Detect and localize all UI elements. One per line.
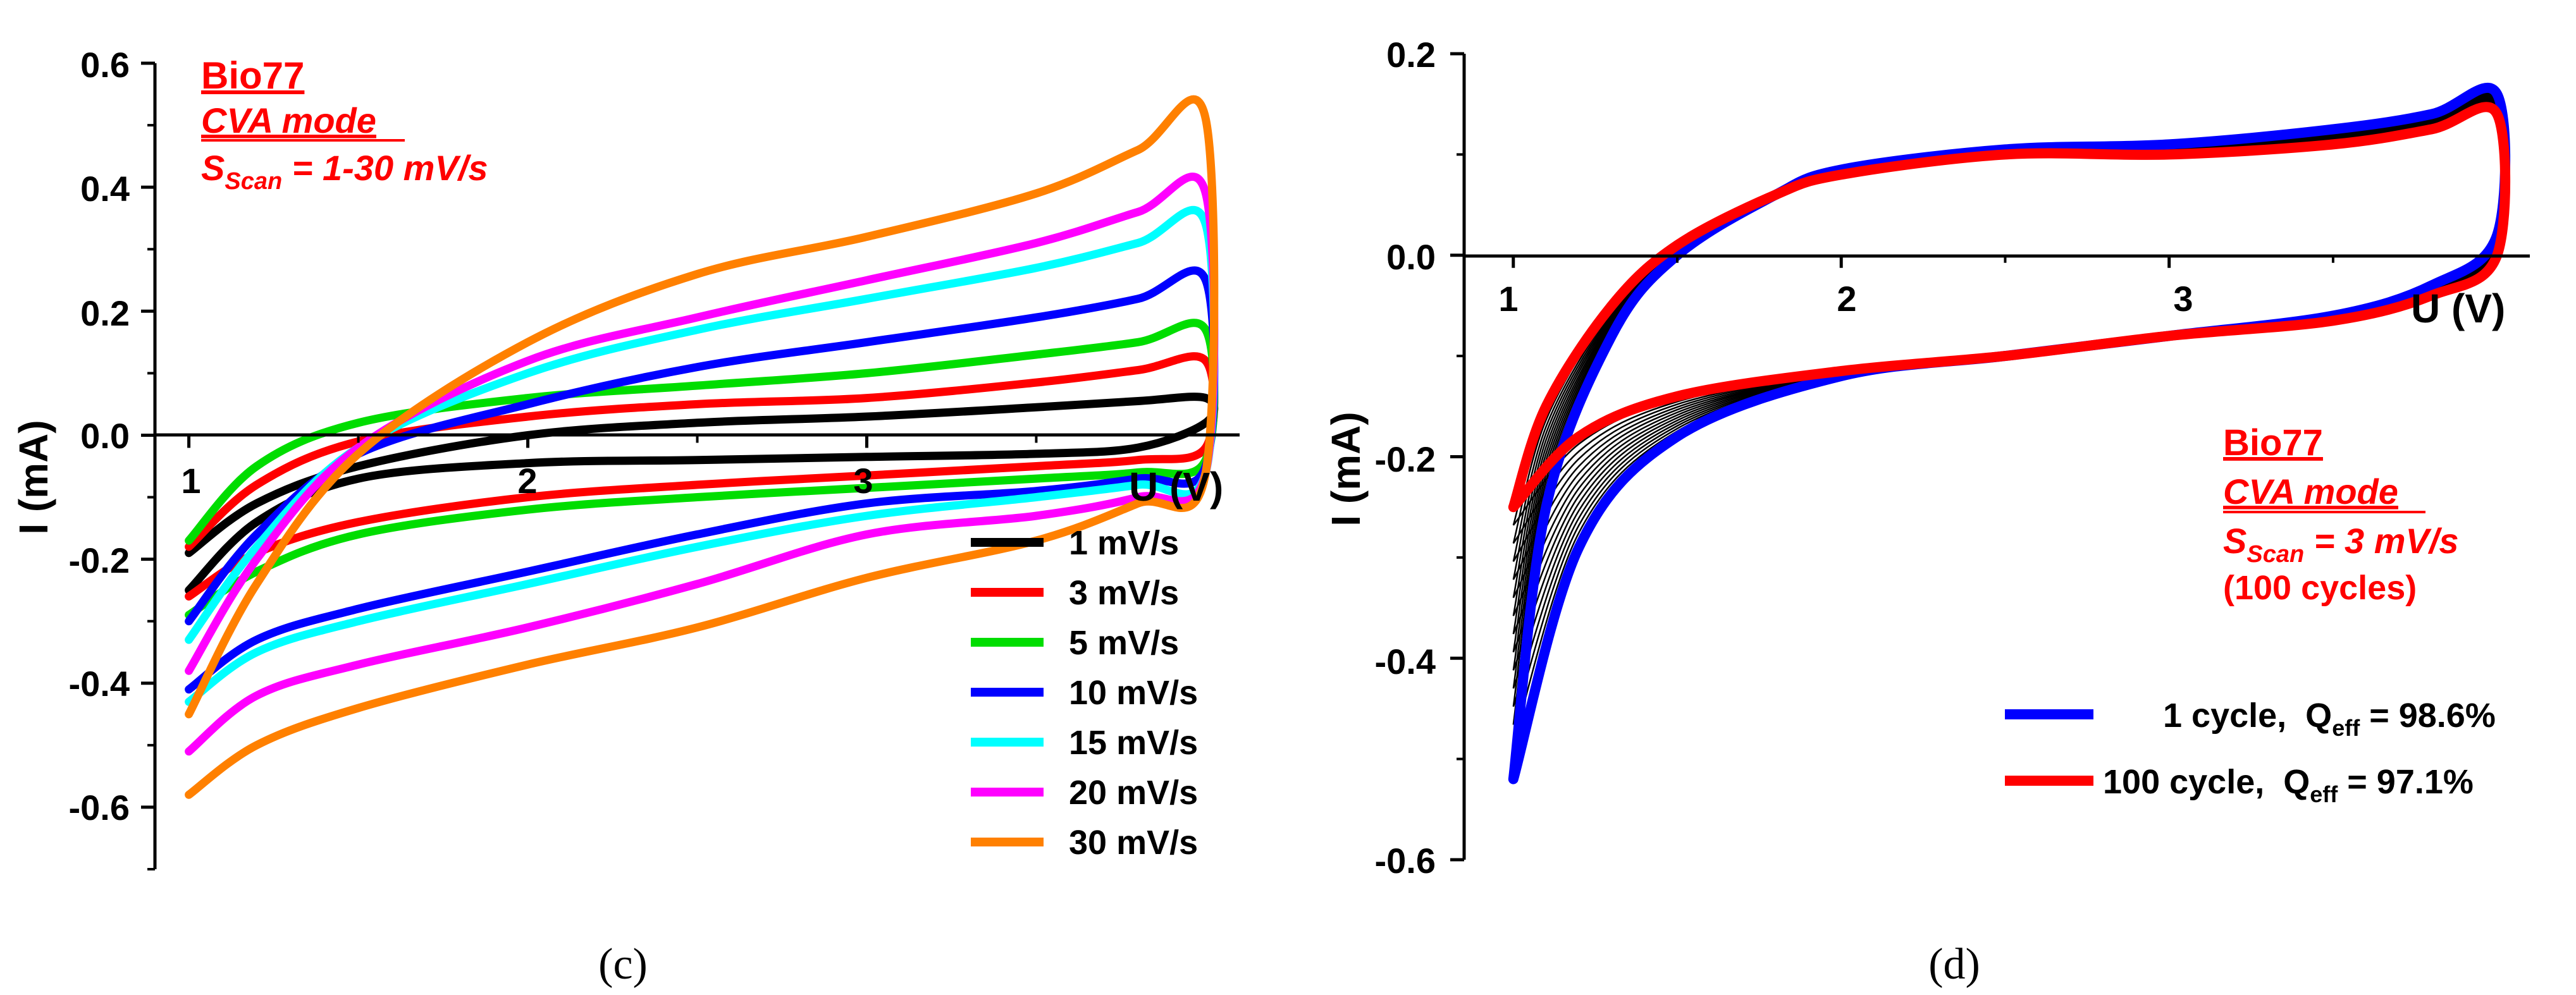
d-legend-qsub: eff: [2310, 781, 2338, 807]
d-legend-label: 100 cycle, Qeff = 97.1%: [2103, 763, 2474, 807]
c-y-tick-label: -0.4: [69, 664, 130, 704]
c-y-tick-label: 0.4: [80, 169, 130, 209]
d-intermediate-cycles: [1512, 88, 2506, 762]
d-legend-qsym: Q: [2305, 697, 2332, 735]
d-annotation: Bio77 CVA mode SScan = 3 mV/s (100 cycle…: [2223, 422, 2459, 607]
c-legend-label: 30 mV/s: [1069, 824, 1198, 862]
d-intermediate-cycle: [1512, 90, 2506, 725]
c-y-ticks: [141, 61, 155, 870]
d-legend-name: 100 cycle,: [2103, 763, 2264, 801]
c-legend-label: 10 mV/s: [1069, 674, 1198, 712]
c-annotation-scan: SScan = 1-30 mV/s: [201, 148, 488, 195]
d-legend-qsym: Q: [2283, 763, 2310, 801]
c-scan-symbol: S: [201, 148, 225, 188]
d-legend-label: 1 cycle, Qeff = 98.6%: [2163, 697, 2496, 741]
c-y-tick-label: 0.6: [80, 45, 130, 85]
c-x-tick-label: 2: [517, 461, 537, 501]
d-y-ticks: [1450, 52, 1464, 862]
d-panel-label: (d): [1928, 940, 1980, 989]
c-annotation-mode: CVA mode: [201, 101, 376, 140]
c-legend-label: 5 mV/s: [1069, 624, 1179, 662]
c-legend-label: 3 mV/s: [1069, 574, 1179, 612]
d-x-tick-label: 1: [1498, 279, 1518, 319]
d-legend-qval: = 98.6%: [2360, 697, 2496, 735]
c-y-tick-label: 0.0: [80, 416, 130, 456]
panel-c: 0.6 0.4 0.2 0.0 -0.2 -0.4 -0.6 1 2 3 U (…: [11, 45, 1240, 989]
c-scan-sub: Scan: [225, 168, 282, 195]
d-y-tick-label: -0.4: [1375, 642, 1436, 681]
d-legend-qsub: eff: [2332, 715, 2360, 741]
d-series-line: [1508, 102, 2511, 513]
c-x-tick-label: 1: [181, 461, 200, 501]
d-x-axis-label: U (V): [2411, 286, 2505, 331]
d-scan-value: = 3 mV/s: [2304, 521, 2458, 561]
c-annotation: Bio77 CVA mode SScan = 1-30 mV/s: [201, 54, 488, 195]
d-y-axis-label: I (mA): [1323, 412, 1369, 526]
c-x-axis-label: U (V): [1129, 464, 1223, 510]
c-scan-value: = 1-30 mV/s: [282, 148, 488, 188]
c-x-tick-label: 3: [853, 461, 873, 501]
d-annotation-title: Bio77: [2223, 422, 2323, 463]
d-y-tick-label: 0.2: [1386, 35, 1436, 75]
c-series-line: [185, 95, 1219, 799]
c-legend: 1 mV/s 3 mV/s 5 mV/s 10 mV/s 15 mV/s 20 …: [971, 524, 1198, 862]
d-x-ticks: [1512, 255, 2334, 268]
d-y-tick-label: -0.6: [1375, 841, 1436, 881]
d-x-tick-label: 2: [1837, 279, 1856, 319]
d-scan-sub: Scan: [2246, 541, 2304, 568]
c-legend-label: 20 mV/s: [1069, 774, 1198, 812]
c-legend-label: 15 mV/s: [1069, 724, 1198, 762]
c-y-tick-label: -0.6: [69, 788, 130, 827]
c-y-tick-label: 0.2: [80, 293, 130, 333]
d-y-tick-label: 0.0: [1386, 237, 1436, 277]
d-legend-name: 1 cycle,: [2163, 697, 2286, 735]
c-y-tick-label: -0.2: [69, 540, 130, 580]
c-annotation-title: Bio77: [201, 54, 304, 97]
c-legend-label: 1 mV/s: [1069, 524, 1179, 562]
d-legend-qval: = 97.1%: [2338, 763, 2474, 801]
c-panel-label: (c): [598, 940, 648, 989]
d-scan-symbol: S: [2223, 521, 2246, 561]
d-x-tick-label: 3: [2173, 279, 2193, 319]
d-annotation-scan: SScan = 3 mV/s: [2223, 521, 2459, 568]
c-series-group: [185, 95, 1219, 799]
d-annotation-cycles: (100 cycles): [2223, 569, 2417, 607]
d-annotation-mode: CVA mode: [2223, 472, 2398, 511]
d-series-group: [1508, 82, 2511, 784]
d-series-line: [1508, 82, 2511, 784]
d-y-tick-label: -0.2: [1375, 439, 1436, 479]
c-y-axis-label: I (mA): [11, 420, 56, 534]
c-x-ticks: [187, 435, 1038, 448]
panel-d: 0.2 0.0 -0.2 -0.4 -0.6 1 2 3 U (V) I (mA…: [1323, 35, 2530, 989]
d-legend: 1 cycle, Qeff = 98.6% 100 cycle, Qeff = 97…: [2005, 697, 2496, 807]
